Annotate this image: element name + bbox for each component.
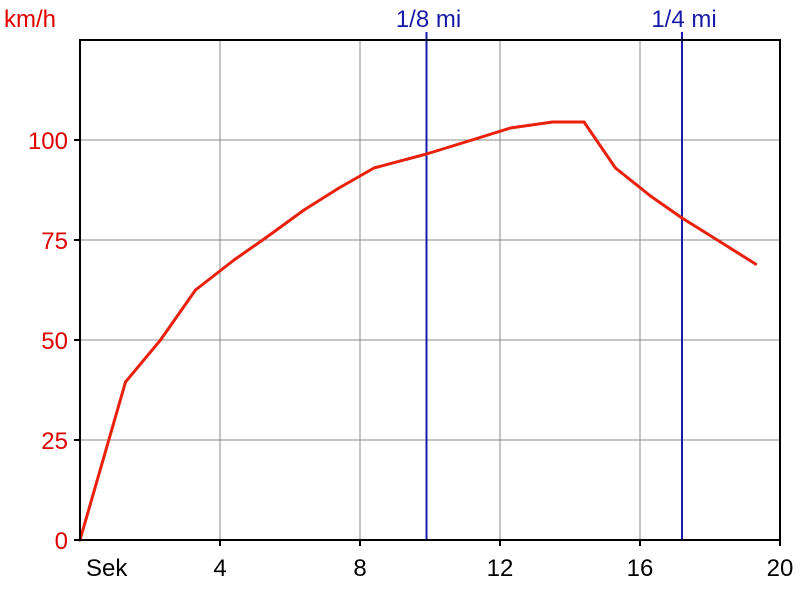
speed-data-point <box>470 138 474 142</box>
x-tick-label: 20 <box>767 555 794 582</box>
speed-data-point <box>582 120 586 124</box>
y-unit-label: km/h <box>4 6 56 33</box>
speed-data-point <box>754 262 757 266</box>
y-tick-label: 50 <box>41 328 68 355</box>
speed-data-point <box>337 186 341 190</box>
distance-marker-label: 1/8 mi <box>396 6 461 33</box>
speed-data-point <box>719 240 722 244</box>
tick-labels: 4 8 12 16 20 0 25 50 75 100 <box>28 128 793 582</box>
speed-data-point <box>264 236 267 240</box>
speed-data-point <box>614 166 617 170</box>
x-tick-label: 16 <box>627 555 654 582</box>
speed-data-point <box>302 208 306 212</box>
y-tick-label: 75 <box>41 228 68 255</box>
speed-data-point <box>680 216 684 220</box>
speed-series-line <box>78 120 757 542</box>
x-tick-label: 8 <box>353 555 366 582</box>
distance-markers: 1/8 mi 1/4 mi <box>396 6 717 540</box>
x-tick-label: 12 <box>487 555 514 582</box>
series-layer <box>78 120 757 542</box>
speed-data-point <box>372 166 376 170</box>
speed-data-point <box>124 380 127 384</box>
y-tick-label: 0 <box>55 528 68 555</box>
distance-marker-label: 1/4 mi <box>651 6 716 33</box>
speed-data-point <box>425 152 428 156</box>
speed-data-point <box>159 338 162 342</box>
plot-frame <box>79 39 781 541</box>
y-tick-label: 100 <box>28 128 68 155</box>
speed-data-point <box>551 120 554 124</box>
x-unit-label: Sek <box>86 555 128 582</box>
x-tick-label: 4 <box>213 555 226 582</box>
speed-data-point <box>649 194 652 198</box>
speed-data-point <box>232 258 236 262</box>
speed-data-point <box>509 126 512 130</box>
speed-data-point <box>194 288 197 292</box>
y-tick-label: 25 <box>41 428 68 455</box>
grid <box>80 40 781 540</box>
